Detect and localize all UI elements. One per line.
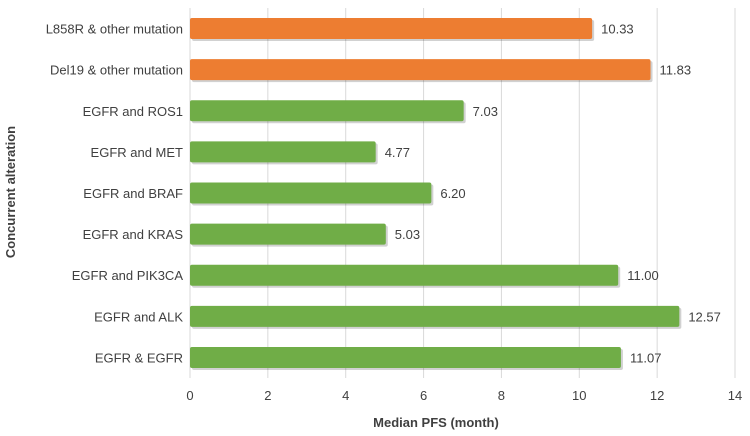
category-label: EGFR and PIK3CA xyxy=(72,268,184,283)
data-label: 10.33 xyxy=(601,22,634,37)
data-label: 6.20 xyxy=(440,186,465,201)
data-label: 5.03 xyxy=(395,227,420,242)
bar xyxy=(190,100,464,122)
bar xyxy=(190,264,619,286)
x-tick-label: 12 xyxy=(650,388,664,403)
x-tick-label: 4 xyxy=(342,388,349,403)
bar xyxy=(190,59,651,81)
category-label: EGFR & EGFR xyxy=(95,350,183,365)
bar xyxy=(190,223,386,245)
bars xyxy=(190,18,682,370)
bar xyxy=(190,141,376,163)
category-label: EGFR and ROS1 xyxy=(83,104,183,119)
category-label: EGFR and MET xyxy=(91,145,184,160)
data-label: 4.77 xyxy=(385,145,410,160)
x-tick-label: 6 xyxy=(420,388,427,403)
category-label: EGFR and BRAF xyxy=(83,186,183,201)
data-label: 11.07 xyxy=(630,350,662,365)
x-tick-label: 0 xyxy=(186,388,193,403)
y-axis-title: Concurrent alteration xyxy=(3,126,18,258)
bar xyxy=(190,182,432,204)
bar xyxy=(190,346,621,368)
data-label: 11.83 xyxy=(660,63,692,78)
category-label: EGFR and ALK xyxy=(94,309,183,324)
category-label: Del19 & other mutation xyxy=(50,63,183,78)
category-label: L858R & other mutation xyxy=(46,22,183,37)
data-label: 11.00 xyxy=(627,268,659,283)
category-label: EGFR and KRAS xyxy=(83,227,184,242)
x-axis-ticks: 0 2 4 6 8 10 12 14 xyxy=(186,388,742,403)
x-tick-label: 2 xyxy=(264,388,271,403)
x-tick-label: 14 xyxy=(728,388,742,403)
value-labels: 10.33 11.83 7.03 4.77 6.20 5.03 11.00 12.57 11.0… xyxy=(385,22,721,366)
x-tick-label: 10 xyxy=(572,388,586,403)
x-axis-title: Median PFS (month) xyxy=(373,415,499,430)
bar xyxy=(190,18,593,40)
category-labels: L858R & other mutation Del19 & other muta… xyxy=(46,22,184,366)
data-label: 12.57 xyxy=(688,309,721,324)
data-label: 7.03 xyxy=(473,104,498,119)
bar xyxy=(190,305,680,327)
x-tick-label: 8 xyxy=(498,388,505,403)
